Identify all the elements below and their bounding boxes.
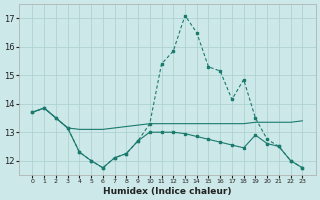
X-axis label: Humidex (Indice chaleur): Humidex (Indice chaleur) (103, 187, 232, 196)
